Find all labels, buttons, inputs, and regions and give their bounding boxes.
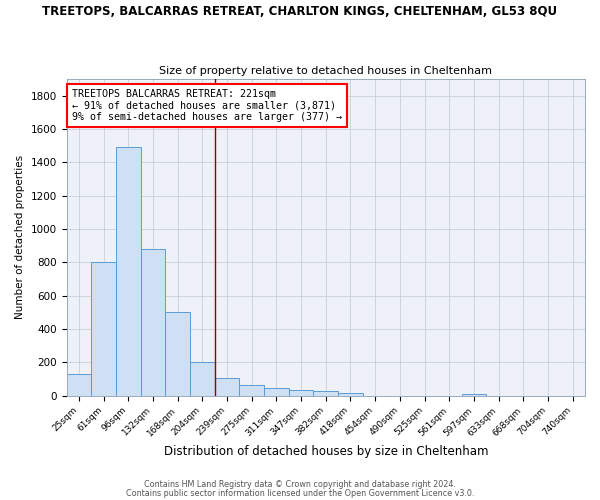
- X-axis label: Distribution of detached houses by size in Cheltenham: Distribution of detached houses by size …: [164, 444, 488, 458]
- Bar: [338, 392, 363, 396]
- Title: Size of property relative to detached houses in Cheltenham: Size of property relative to detached ho…: [159, 66, 492, 76]
- Bar: [140, 249, 165, 396]
- Bar: [289, 390, 313, 396]
- Bar: [461, 394, 486, 396]
- Text: Contains public sector information licensed under the Open Government Licence v3: Contains public sector information licen…: [126, 488, 474, 498]
- Bar: [215, 378, 239, 396]
- Bar: [313, 391, 338, 396]
- Bar: [116, 148, 140, 396]
- Y-axis label: Number of detached properties: Number of detached properties: [15, 156, 25, 320]
- Text: TREETOPS, BALCARRAS RETREAT, CHARLTON KINGS, CHELTENHAM, GL53 8QU: TREETOPS, BALCARRAS RETREAT, CHARLTON KI…: [43, 5, 557, 18]
- Bar: [264, 388, 289, 396]
- Text: TREETOPS BALCARRAS RETREAT: 221sqm
← 91% of detached houses are smaller (3,871)
: TREETOPS BALCARRAS RETREAT: 221sqm ← 91%…: [72, 88, 342, 122]
- Bar: [190, 362, 215, 396]
- Text: Contains HM Land Registry data © Crown copyright and database right 2024.: Contains HM Land Registry data © Crown c…: [144, 480, 456, 489]
- Bar: [239, 385, 264, 396]
- Bar: [67, 374, 91, 396]
- Bar: [91, 262, 116, 396]
- Bar: [165, 312, 190, 396]
